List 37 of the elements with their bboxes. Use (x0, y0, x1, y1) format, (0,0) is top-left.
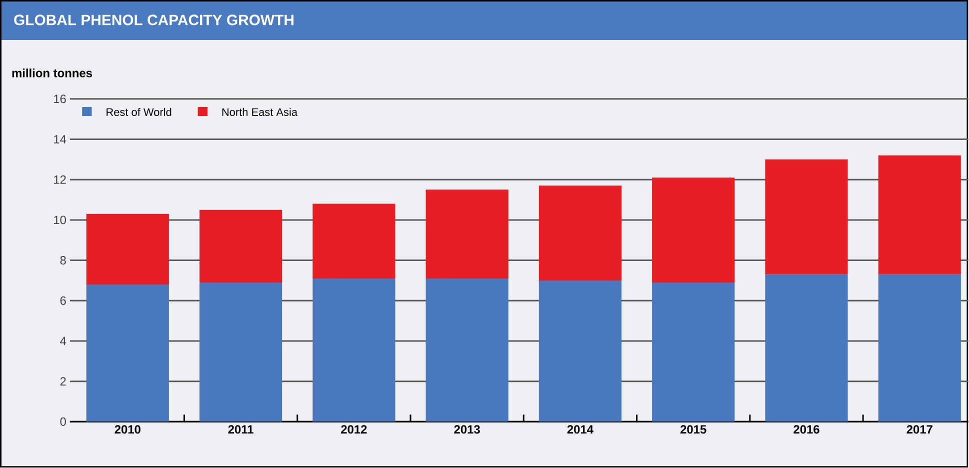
x-tick-label: 2015 (680, 425, 706, 434)
bar (538, 280, 622, 422)
bar (878, 274, 961, 422)
legend-label: North East Asia (222, 108, 298, 116)
bar (199, 210, 282, 283)
y-tick-label: 0 (60, 418, 66, 426)
y-tick-label: 6 (60, 296, 66, 306)
y-axis-title: million tonnes (12, 68, 92, 78)
bar (765, 160, 848, 275)
y-tick-label: 10 (54, 216, 66, 224)
chart-title: GLOBAL PHENOL CAPACITY GROWTH (14, 14, 294, 26)
bar (652, 178, 735, 283)
legend-label: Rest of World (106, 108, 172, 116)
bar (312, 278, 396, 422)
bar (86, 214, 169, 285)
bar (878, 156, 961, 275)
bar (426, 190, 508, 279)
x-tick-label: 2014 (567, 425, 594, 434)
bar (652, 282, 735, 422)
x-tick-label: 2012 (341, 425, 367, 434)
x-tick-label: 2017 (906, 425, 932, 434)
y-tick-label: 16 (54, 94, 66, 104)
x-tick-label: 2013 (454, 425, 480, 434)
bar (765, 274, 848, 422)
y-tick-label: 4 (60, 337, 66, 346)
y-tick-label: 14 (54, 135, 66, 144)
bar (538, 186, 622, 281)
x-tick-label: 2016 (794, 425, 820, 434)
x-tick-label: 2010 (114, 425, 140, 434)
y-tick-label: 12 (54, 176, 66, 184)
bar (199, 282, 282, 422)
bar (312, 204, 396, 279)
y-tick-label: 8 (60, 256, 66, 265)
bar (426, 278, 508, 422)
bar (86, 284, 169, 422)
y-tick-label: 2 (60, 377, 66, 386)
x-tick-label: 2011 (228, 425, 254, 434)
